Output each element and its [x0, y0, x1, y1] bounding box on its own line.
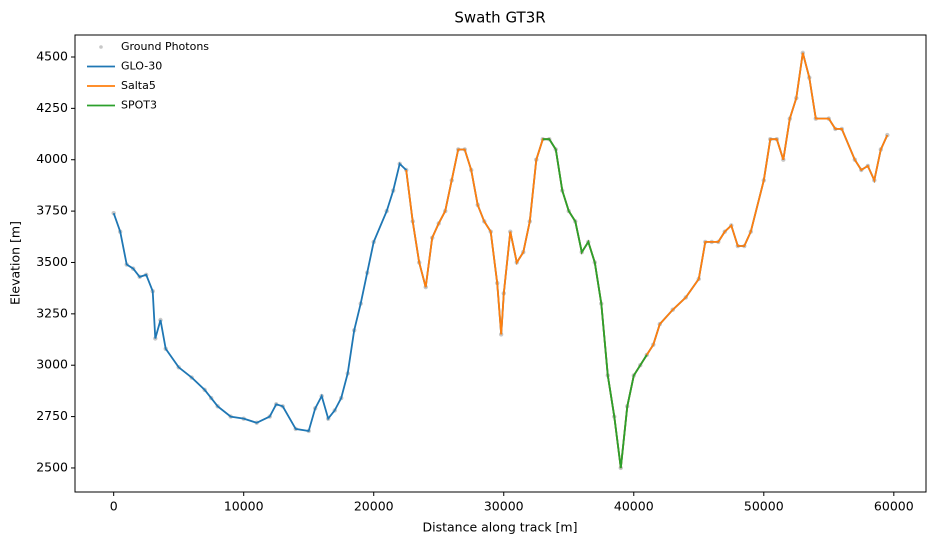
legend-marker	[99, 45, 103, 49]
y-tick-label: 4500	[36, 48, 68, 63]
x-tick-label: 50000	[744, 499, 784, 514]
y-tick-label: 3250	[36, 305, 68, 320]
legend-label: GLO-30	[121, 60, 162, 73]
y-tick-label: 2500	[36, 459, 68, 474]
legend-label: Ground Photons	[121, 40, 209, 53]
x-tick-label: 20000	[354, 499, 394, 514]
plot-frame	[74, 34, 927, 493]
y-tick-label: 2750	[36, 408, 68, 423]
series-line	[405, 52, 889, 469]
y-tick-label: 4250	[36, 100, 68, 115]
legend-label: SPOT3	[121, 99, 157, 112]
series-line	[542, 138, 648, 469]
legend-label: Salta5	[121, 79, 156, 92]
y-tick-label: 3500	[36, 254, 68, 269]
y-tick-label: 4000	[36, 151, 68, 166]
x-tick-label: 40000	[614, 499, 654, 514]
y-axis-label: Elevation [m]	[8, 221, 23, 305]
x-tick-label: 60000	[874, 499, 914, 514]
x-tick-label: 30000	[484, 499, 524, 514]
chart-title: Swath GT3R	[454, 9, 545, 27]
series-line	[112, 52, 889, 469]
x-tick-label: 10000	[224, 499, 264, 514]
y-tick-label: 3000	[36, 357, 68, 372]
x-axis-label: Distance along track [m]	[423, 520, 578, 535]
y-tick-label: 3750	[36, 203, 68, 218]
x-tick-label: 0	[110, 499, 118, 514]
